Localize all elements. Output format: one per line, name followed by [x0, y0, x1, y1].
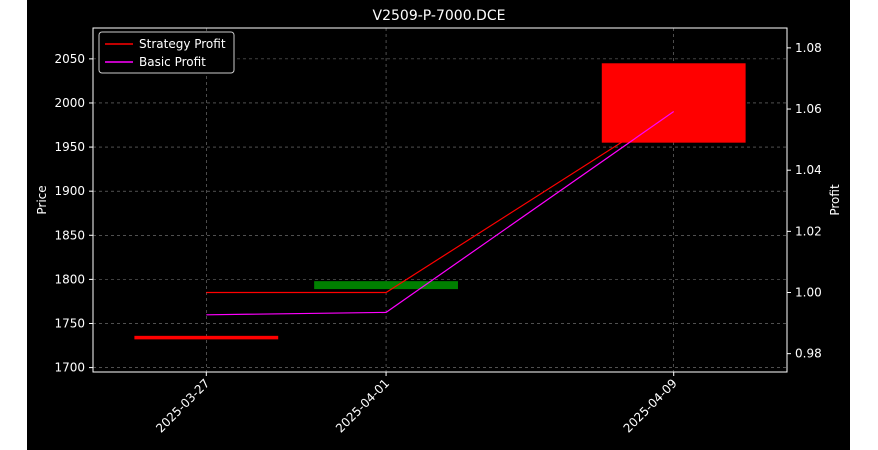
- right-axis: 0.98 1.00 1.02 1.04 1.06 1.08: [787, 41, 822, 361]
- left-axis-tick-label: 1850: [54, 228, 85, 242]
- candles: [134, 63, 746, 340]
- left-axis-label: Price: [35, 185, 49, 214]
- legend-label-strategy-profit: Strategy Profit: [139, 37, 226, 51]
- candle-2025-04-09: [601, 63, 746, 143]
- right-axis-tick-label: 1.02: [795, 224, 822, 238]
- legend-label-basic-profit: Basic Profit: [139, 55, 206, 69]
- plot-frame: [92, 27, 788, 373]
- left-axis-tick-label: 1750: [54, 316, 85, 330]
- right-axis-tick-label: 0.98: [795, 347, 822, 361]
- grid-lines: [93, 28, 787, 372]
- right-axis-tick-label: 1.00: [795, 285, 822, 299]
- left-axis-tick-label: 1800: [54, 272, 85, 286]
- profit-lines: [206, 108, 675, 316]
- right-axis-label: Profit: [828, 184, 842, 216]
- left-axis-tick-label: 2050: [54, 52, 85, 66]
- chart-title: V2509-P-7000.DCE: [373, 8, 506, 24]
- legend: Strategy Profit Basic Profit: [98, 31, 235, 74]
- left-axis-tick-label: 1900: [54, 184, 85, 198]
- left-axis: 1700 1750 1800 1850 1900 1950 2000 2050: [54, 52, 93, 375]
- left-axis-tick-label: 1700: [54, 361, 85, 375]
- right-axis-tick-label: 1.08: [795, 41, 822, 55]
- left-axis-tick-label: 1950: [54, 140, 85, 154]
- right-axis-tick-label: 1.06: [795, 102, 822, 116]
- candle-2025-04-01: [314, 281, 458, 290]
- series-line-strategy-profit: [206, 108, 675, 294]
- right-axis-tick-label: 1.04: [795, 163, 822, 177]
- left-axis-tick-label: 2000: [54, 96, 85, 110]
- series-line-basic-profit: [206, 111, 675, 316]
- candle-2025-03-27: [134, 335, 279, 340]
